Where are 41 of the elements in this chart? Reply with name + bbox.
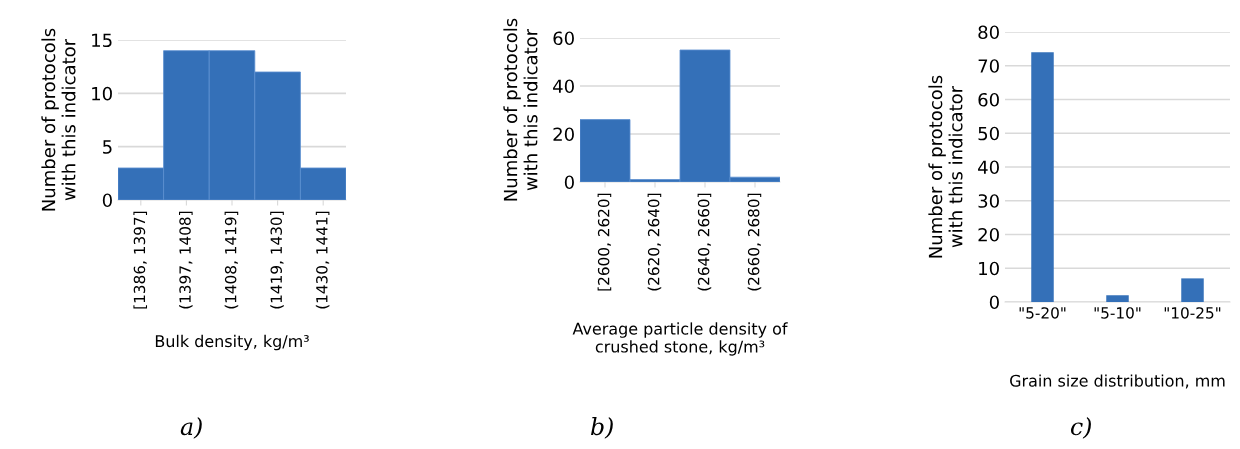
y-axis-title: Number of protocols with this indicator xyxy=(503,18,538,201)
text: c) xyxy=(1071,417,1091,439)
x-tick-label: (1430, 1441] xyxy=(315,211,330,309)
bar xyxy=(1031,52,1054,302)
x-tick-label: (2620, 2640] xyxy=(647,193,662,291)
x-tick-label: (1419, 1430] xyxy=(270,211,284,309)
y-tick-label: 60 xyxy=(978,92,999,107)
y-tick-label: 10 xyxy=(979,261,999,276)
text: b) xyxy=(591,417,613,439)
x-tick-label: [1386, 1397] xyxy=(133,211,148,309)
x-axis-title: Grain size distribution, mm xyxy=(1010,374,1225,389)
x-tick-label: (1408, 1419] xyxy=(224,211,239,309)
y-tick-label: 30 xyxy=(978,194,999,208)
y-axis-title: Number of protocols with this indicator xyxy=(41,28,76,211)
y-tick-label: 20 xyxy=(553,127,574,142)
y-tick-label: 70 xyxy=(978,59,999,73)
bar xyxy=(1181,278,1204,302)
x-tick-label: (2660, 2680] xyxy=(747,193,762,291)
x-tick-label: "5-20" xyxy=(1019,307,1066,319)
x-tick-label: "10-25" xyxy=(1164,307,1221,319)
x-tick-label: "5-10" xyxy=(1094,307,1141,319)
y-tick-label: 50 xyxy=(978,126,999,141)
y-tick-label: 15 xyxy=(92,33,112,48)
y-tick-label: 10 xyxy=(92,86,112,101)
y-tick-label: 0 xyxy=(564,175,574,190)
y-tick-label: 80 xyxy=(978,25,999,40)
bar xyxy=(1106,295,1129,302)
y-tick-label: 0 xyxy=(989,295,999,310)
x-tick-label: [2600, 2620] xyxy=(597,193,612,291)
y-tick-label: 40 xyxy=(553,79,574,94)
y-tick-label: 0 xyxy=(102,193,112,208)
y-axis-title: Number of protocols with this indicator xyxy=(928,75,963,258)
y-tick-label: 60 xyxy=(553,31,574,46)
y-tick-label: 20 xyxy=(978,227,999,242)
text: a) xyxy=(180,417,202,439)
x-axis-title: Bulk density, kg/m³ xyxy=(155,334,309,351)
y-tick-label: 5 xyxy=(103,140,112,154)
y-tick-label: 40 xyxy=(978,160,999,175)
x-tick-label: (1397, 1408] xyxy=(179,211,193,309)
x-tick-label: (2640, 2660] xyxy=(697,193,712,291)
x-axis-title: Average particle density of crushed stone, kg/m³ xyxy=(572,322,788,356)
